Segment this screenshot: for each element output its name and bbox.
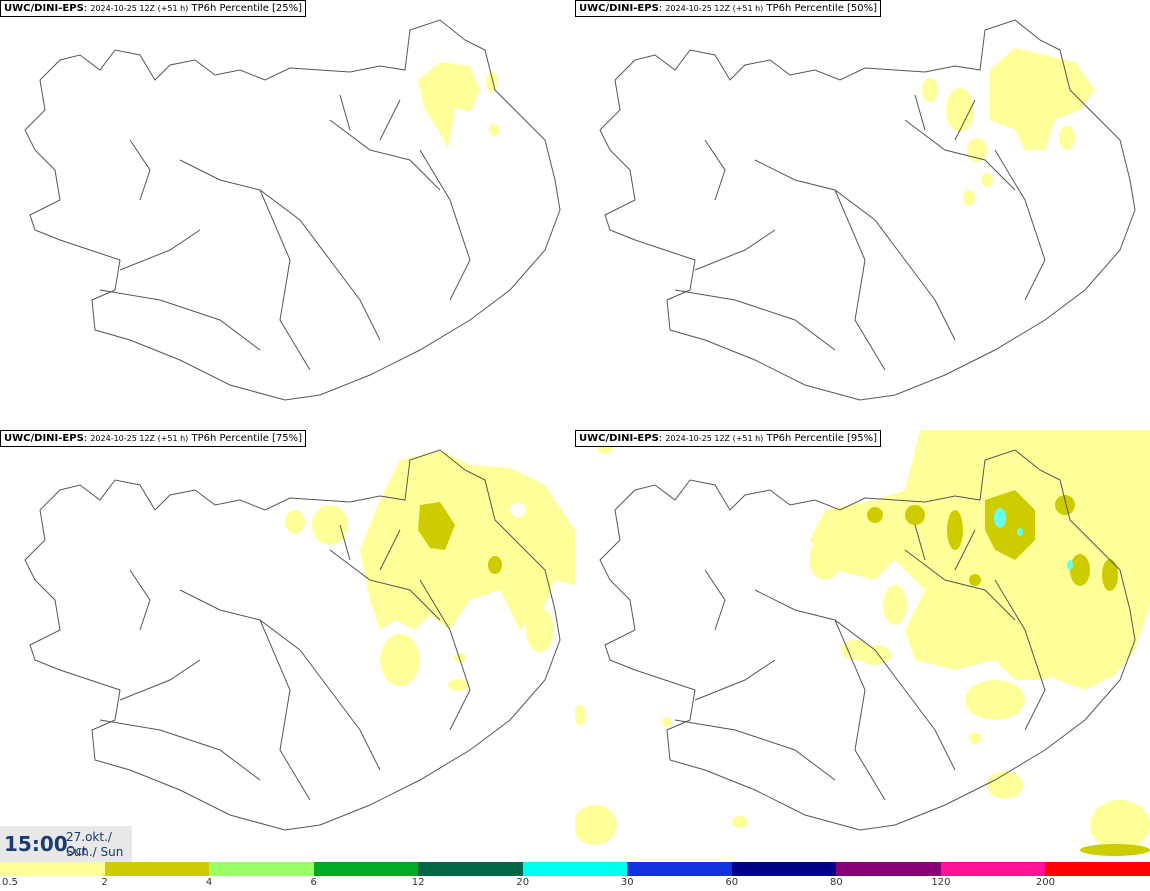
- legend-label: 200: [1035, 877, 1055, 888]
- legend-label: 30: [620, 877, 634, 888]
- legend-label: 2: [101, 877, 108, 888]
- legend-label: 0.5: [2, 877, 18, 888]
- valid-day: Sun./ Sun: [66, 845, 124, 859]
- legend-swatch: [209, 862, 315, 876]
- legend-swatch: [836, 862, 942, 876]
- valid-time-box: 15:00 27.okt./ Oct Sun./ Sun: [0, 826, 132, 862]
- legend-swatch: [940, 862, 1046, 876]
- precip-field: [285, 450, 575, 691]
- map-panel-p50: UWC/DINI-EPS: 2024-10-25 12Z (+51 h) TP6…: [575, 0, 1150, 430]
- legend-swatch: [627, 862, 733, 876]
- iceland-map: [599, 19, 1136, 401]
- legend-label: 4: [205, 877, 213, 888]
- legend-swatch: [104, 862, 210, 876]
- coastline: [24, 19, 561, 401]
- valid-time: 15:00: [4, 832, 68, 856]
- panel-title: UWC/DINI-EPS: 2024-10-25 12Z (+51 h) TP6…: [0, 0, 307, 17]
- valid-date: 27.okt./ Oct: [66, 830, 112, 858]
- precip-field: [922, 48, 1095, 206]
- legend-swatch: [418, 862, 524, 876]
- map-panel-p25: UWC/DINI-EPS: 2024-10-25 12Z (+51 h) TP6…: [0, 0, 575, 430]
- coastline: [599, 19, 1136, 401]
- legend-label: 80: [829, 877, 843, 888]
- coastline: [599, 449, 1136, 831]
- iceland-map: [575, 430, 1150, 856]
- legend-swatch: [731, 862, 837, 876]
- legend-swatch: [0, 862, 105, 876]
- color-legend: 0.5 2 4 6 12 20 30 60 80 120 200: [0, 862, 1150, 891]
- legend-label: 60: [725, 877, 739, 888]
- legend-swatch: [522, 862, 628, 876]
- legend-swatch: [1045, 862, 1150, 876]
- legend-label: 6: [310, 877, 317, 888]
- map-panel-p75: UWC/DINI-EPS: 2024-10-25 12Z (+51 h) TP6…: [0, 430, 575, 860]
- legend-swatch: [313, 862, 419, 876]
- legend-label: 120: [931, 877, 951, 888]
- precip-field: [575, 430, 1150, 856]
- panel-title: UWC/DINI-EPS: 2024-10-25 12Z (+51 h) TP6…: [0, 430, 307, 447]
- map-panel-p95: UWC/DINI-EPS: 2024-10-25 12Z (+51 h) TP6…: [575, 430, 1150, 860]
- panel-title: UWC/DINI-EPS: 2024-10-25 12Z (+51 h) TP6…: [575, 430, 882, 447]
- iceland-map: [24, 19, 561, 401]
- panel-title: UWC/DINI-EPS: 2024-10-25 12Z (+51 h) TP6…: [575, 0, 882, 17]
- legend-label: 20: [516, 877, 530, 888]
- legend-label: 12: [411, 877, 425, 888]
- precip-field: [418, 62, 499, 148]
- coastline: [24, 449, 561, 831]
- iceland-map: [24, 449, 575, 831]
